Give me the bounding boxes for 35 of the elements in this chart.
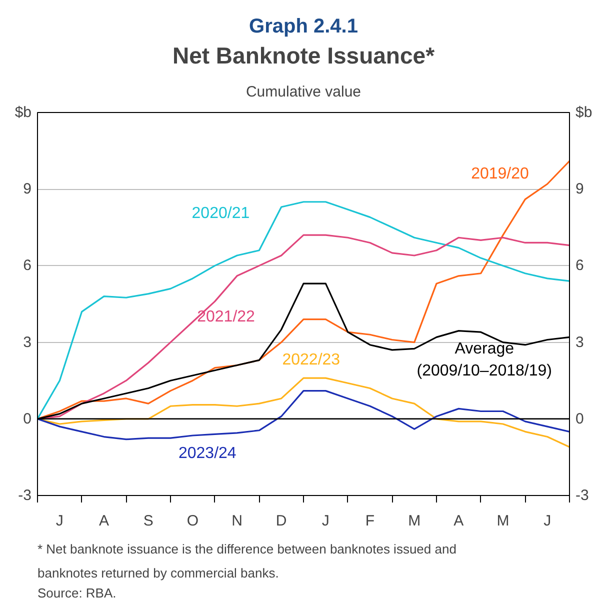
series-label: 2022/23 [282,352,340,369]
x-tick-label: S [143,512,154,530]
x-tick-label: O [186,512,199,530]
y-tick-label: 0 [23,410,32,428]
chart-subtitle: Cumulative value [246,84,362,100]
x-tick-label: D [276,512,287,530]
text: * Net banknote issuance is the difference between banknotes issued and banknotes returned by commercial banks. [38,542,456,580]
x-tick-label: N [232,512,242,530]
x-tick-label: M [496,512,510,530]
series-label: 2023/24 [178,444,236,462]
y-tick-label: -3 [18,487,32,504]
x-tick-label: F [365,512,375,530]
source-note: Source: RBA. [38,586,116,600]
y2-tick-label: 9 [576,180,584,198]
series-label: Average (2009/10–2018/19) [416,340,552,380]
x-tick-label: A [99,512,110,530]
x-tick-label: J [56,512,64,530]
x-tick-label: J [544,512,552,530]
chart-title: Net Banknote Issuance* [172,42,435,68]
y2-tick-label: 6 [576,257,584,274]
caption: Graph 2.4.1 [249,16,358,38]
y-tick-label: 9 [23,180,32,198]
x-tick-label: J [322,512,330,530]
y2-tick-label: 0 [576,410,584,428]
x-tick-label: A [454,512,464,530]
y-tick-label: 6 [23,257,32,274]
series-label: 2021/22 [197,308,256,326]
series-label: 2019/20 [471,165,530,182]
y2-tick-label: -3 [576,487,589,504]
y-tick-label: 3 [23,334,32,351]
x-tick-label: M [408,512,421,530]
y2-axis-title: $b [576,104,592,121]
y2-tick-label: 3 [576,334,584,351]
y-axis-title: $b [14,104,32,121]
series-label: 2020/21 [192,204,250,222]
